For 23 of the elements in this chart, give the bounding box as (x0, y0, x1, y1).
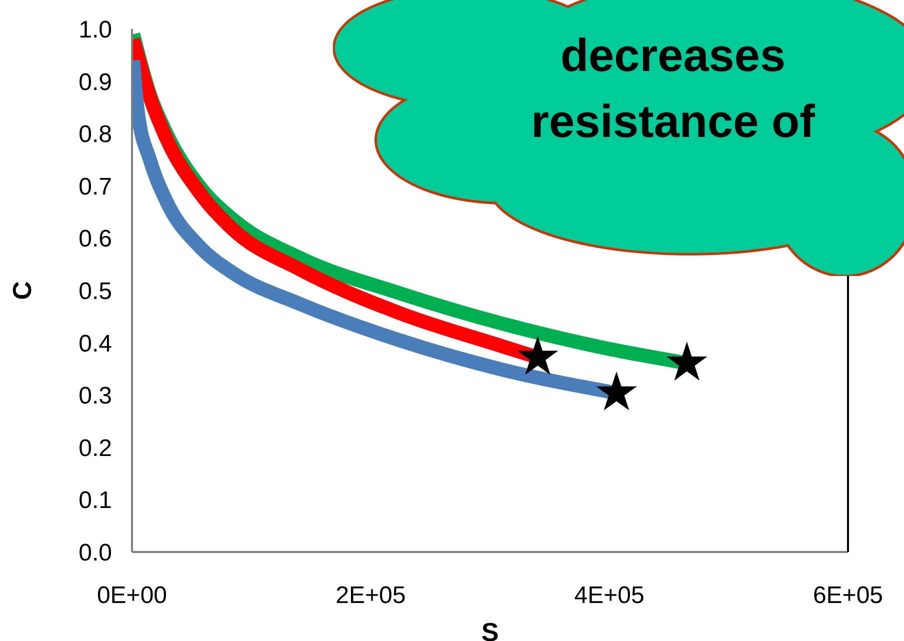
x-tick-label: 2E+05 (336, 582, 406, 610)
x-tick-label: 6E+05 (812, 582, 884, 610)
y-tick-label: 0.0 (78, 540, 112, 567)
y-tick-label: 0.6 (78, 226, 112, 253)
cloud-callout: decreases resistance of (333, 0, 904, 276)
annotation: resistance of (530, 94, 816, 149)
y-tick-label: 0.5 (78, 278, 112, 306)
y-axis-title: C (7, 280, 38, 300)
x-tick-label: 0E+00 (96, 582, 168, 610)
y-tick-label: 0.3 (78, 382, 112, 410)
y-tick-label: 0.4 (78, 330, 112, 358)
x-axis-title: S (481, 617, 499, 641)
annotation: decreases (559, 28, 787, 83)
point (517, 336, 558, 375)
point (596, 371, 637, 410)
y-tick-label: 1.0 (78, 16, 112, 44)
y-tick-label: 0.8 (78, 121, 112, 148)
point (666, 342, 708, 381)
y-tick-label: 0.1 (78, 487, 112, 514)
y-tick-label: 0.9 (78, 68, 112, 96)
y-tick-label: 0.2 (78, 434, 112, 462)
x-tick-label: 4E+05 (574, 582, 644, 610)
y-tick-label: 0.7 (78, 173, 112, 200)
